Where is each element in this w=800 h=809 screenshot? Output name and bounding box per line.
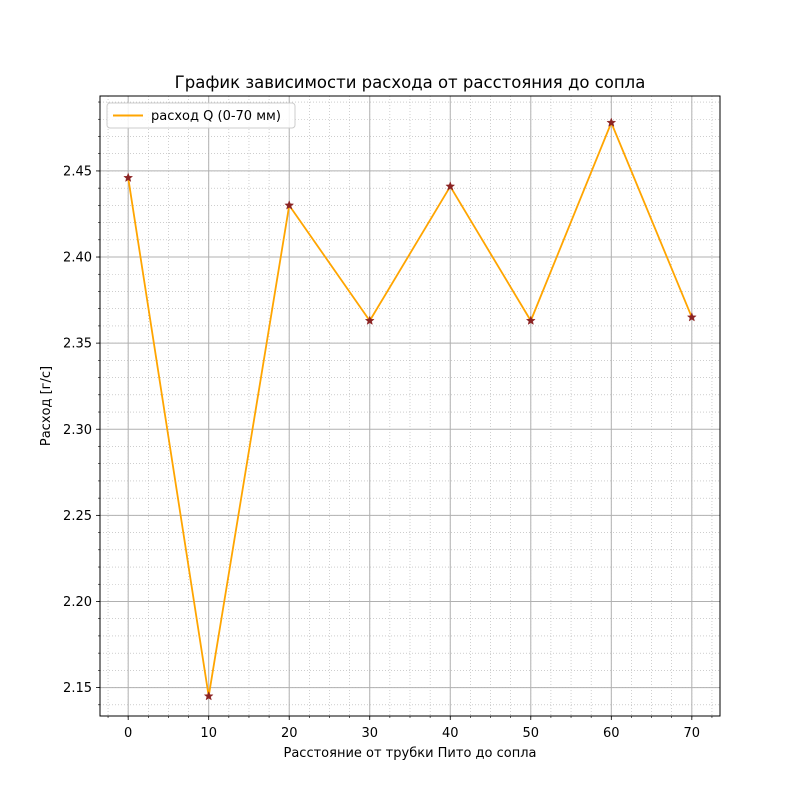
legend: расход Q (0-70 мм) bbox=[106, 102, 296, 129]
x-tick-label: 0 bbox=[124, 726, 132, 741]
data-point-star-marker bbox=[364, 315, 375, 325]
y-tick-label: 2.15 bbox=[63, 681, 92, 696]
x-tick-label: 10 bbox=[200, 726, 217, 741]
x-tick-label: 20 bbox=[281, 726, 298, 741]
y-tick-label: 2.45 bbox=[63, 164, 92, 179]
y-tick-label: 2.35 bbox=[63, 337, 92, 352]
data-point-star-marker bbox=[686, 312, 697, 322]
y-tick-label: 2.20 bbox=[63, 595, 92, 610]
legend-box bbox=[106, 102, 296, 129]
plot-series bbox=[123, 117, 697, 701]
x-tick-label: 70 bbox=[684, 726, 701, 741]
data-point-star-marker bbox=[525, 315, 536, 325]
data-point-star-marker bbox=[123, 172, 134, 182]
data-point-star-marker bbox=[606, 117, 617, 127]
x-tick-label: 40 bbox=[442, 726, 459, 741]
y-axis-ticks: 2.15 2.20 2.25 2.30 2.35 2.40 2.45 bbox=[63, 101, 100, 706]
x-tick-label: 60 bbox=[603, 726, 620, 741]
y-axis-label: Расход [г/с] bbox=[39, 366, 54, 446]
series-line bbox=[127, 121, 693, 698]
y-tick-label: 2.40 bbox=[63, 251, 92, 266]
data-point-star-marker bbox=[284, 200, 295, 210]
data-point-star-marker bbox=[203, 691, 214, 701]
x-axis-ticks: 0 10 20 30 40 50 60 70 bbox=[107, 716, 713, 741]
y-tick-label: 2.30 bbox=[63, 423, 92, 438]
y-tick-label: 2.25 bbox=[63, 509, 92, 524]
legend-label: расход Q (0-70 мм) bbox=[151, 109, 281, 124]
x-axis-label: Расстояние от трубки Пито до сопла bbox=[284, 746, 537, 761]
major-grid bbox=[100, 96, 720, 716]
data-point-star-marker bbox=[445, 181, 456, 191]
chart-title: График зависимости расхода от расстояния… bbox=[175, 73, 646, 92]
x-tick-label: 30 bbox=[361, 726, 378, 741]
x-tick-label: 50 bbox=[523, 726, 540, 741]
